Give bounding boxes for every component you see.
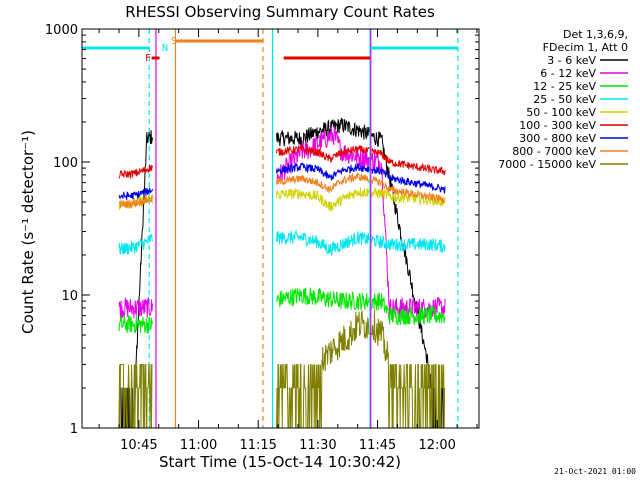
marker-label-s: S (171, 36, 177, 47)
series-line (118, 314, 153, 334)
series-line (371, 234, 446, 253)
state-lines (148, 29, 459, 428)
series-line (371, 187, 446, 208)
legend-label: 3 - 6 keV (547, 54, 596, 67)
legend-label: 800 - 7000 keV (512, 145, 596, 158)
x-tick-label: 11:00 (180, 438, 217, 453)
series-line (118, 364, 153, 429)
y-axis-label: Count Rate (s⁻¹ detector⁻¹) (19, 130, 37, 334)
legend-label: 50 - 100 keV (526, 106, 596, 119)
legend-header-line-2: FDecim 1, Att 0 (543, 41, 628, 54)
series-line (118, 297, 153, 319)
series-line (118, 164, 153, 180)
series-3 (118, 287, 446, 334)
x-tick-label: 12:00 (418, 438, 455, 453)
series-line (371, 166, 446, 194)
series-8 (118, 172, 446, 209)
generated-date: 21-Oct-2021 01:00 (554, 467, 636, 476)
legend: Det 1,3,6,9, FDecim 1, Att 0 3 - 6 keV6 … (498, 28, 628, 171)
marker-labels: FNS (145, 36, 177, 64)
series-line (276, 144, 370, 163)
plot-frame (81, 28, 480, 429)
series-line (118, 194, 153, 209)
marker-label-f: F (145, 53, 151, 64)
legend-label: 300 - 800 keV (519, 132, 596, 145)
series-7 (118, 162, 446, 200)
series-line (276, 229, 370, 256)
y-tick-label: 1000 (45, 23, 78, 38)
legend-label: 7000 - 15000 keV (498, 158, 596, 171)
legend-label: 12 - 25 keV (533, 80, 596, 93)
series-line (371, 131, 446, 429)
y-tick-label: 10 (61, 289, 78, 304)
series-line (371, 148, 446, 176)
series-line (118, 234, 153, 256)
x-axis: 10:45 11:00 11:15 11:30 11:45 12:00 (98, 29, 478, 453)
state-bars (82, 39, 458, 60)
x-tick-label: 11:45 (359, 438, 396, 453)
y-tick-label: 1 (70, 422, 78, 437)
marker-label-n: N (162, 43, 168, 54)
chart-title: RHESSI Observing Summary Count Rates (125, 3, 435, 21)
x-axis-label: Start Time (15-Oct-14 10:30:42) (159, 453, 401, 471)
legend-label: 25 - 50 keV (533, 93, 596, 106)
series-line (371, 176, 446, 204)
x-tick-label: 10:45 (120, 438, 157, 453)
series-line (118, 186, 153, 200)
legend-header-line-1: Det 1,3,6,9, (563, 28, 628, 41)
series-line (276, 309, 370, 429)
plot-area (82, 29, 459, 429)
series-lines (118, 117, 446, 429)
y-axis: 1 10 100 1000 (45, 23, 479, 437)
x-tick-label: 11:15 (239, 438, 276, 453)
legend-label: 6 - 12 keV (540, 67, 596, 80)
series-line (276, 117, 370, 147)
y-tick-label: 100 (53, 156, 78, 171)
series-line (371, 292, 446, 326)
series-line (276, 287, 370, 311)
series-line (276, 187, 370, 212)
series-line (276, 162, 370, 181)
series-line (276, 172, 370, 193)
series-6 (118, 144, 446, 180)
x-tick-label: 11:30 (299, 438, 336, 453)
series-4 (118, 229, 446, 256)
legend-label: 100 - 300 keV (519, 119, 596, 132)
